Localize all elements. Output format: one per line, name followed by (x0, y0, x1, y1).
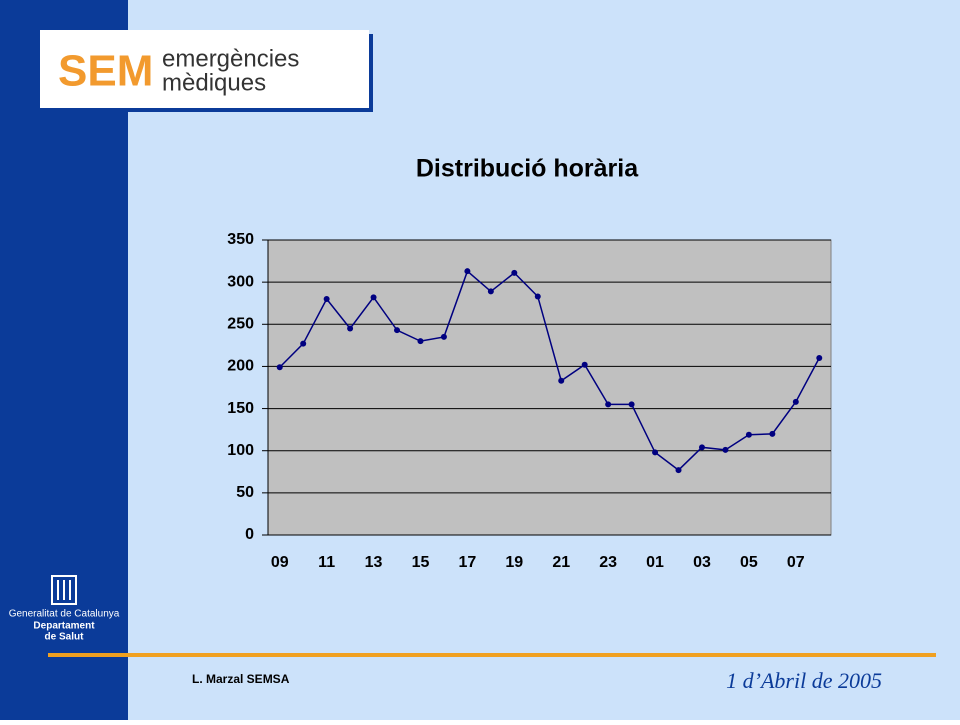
x-tick-label: 07 (787, 554, 805, 571)
y-tick-label: 150 (227, 400, 254, 417)
x-tick-label: 15 (412, 554, 430, 571)
y-tick-label: 250 (227, 316, 254, 333)
data-point (487, 288, 494, 295)
y-tick-label: 50 (236, 484, 254, 501)
data-point (722, 446, 729, 453)
y-tick-label: 300 (227, 273, 254, 290)
x-tick-label: 23 (599, 554, 617, 571)
emblem (51, 575, 77, 605)
data-point (323, 296, 330, 302)
x-tick-label: 17 (458, 554, 476, 571)
data-point (816, 355, 823, 361)
logo-text: mèdiques (162, 69, 266, 96)
y-tick-label: 350 (227, 231, 254, 248)
data-point (652, 449, 659, 456)
x-tick-label: 09 (271, 554, 289, 571)
data-point (628, 401, 635, 408)
data-point (745, 431, 752, 438)
x-tick-label: 19 (505, 554, 523, 571)
data-point (605, 401, 612, 408)
org-name: de Salut (45, 632, 85, 643)
data-point (464, 268, 471, 275)
data-point (511, 269, 518, 276)
logo-text: emergències (162, 45, 299, 72)
y-tick-label: 100 (227, 442, 254, 459)
data-point (417, 338, 424, 345)
data-point (581, 361, 588, 368)
date: 1 d’Abril de 2005 (726, 668, 882, 693)
y-tick-label: 0 (245, 526, 254, 543)
data-point (370, 294, 377, 301)
data-point (698, 444, 705, 451)
x-tick-label: 11 (318, 554, 335, 571)
x-tick-label: 21 (552, 554, 570, 571)
data-point (558, 377, 565, 384)
org-name: Departament (33, 621, 95, 632)
data-point (675, 467, 682, 474)
x-tick-label: 05 (740, 554, 758, 571)
data-point (792, 398, 799, 405)
data-point (300, 340, 307, 347)
data-point (347, 325, 354, 332)
data-point (769, 430, 776, 437)
data-point (394, 327, 401, 334)
data-point (276, 364, 283, 371)
x-tick-label: 03 (693, 554, 711, 571)
plot-area (267, 239, 832, 536)
logo-box (40, 30, 369, 108)
x-tick-label: 13 (365, 554, 383, 571)
data-point (534, 293, 541, 300)
chart-title: Distribució horària (416, 155, 639, 183)
org-name: Generalitat de Catalunya (9, 609, 120, 620)
series-line (279, 269, 820, 472)
logo-mark: SEM (58, 47, 153, 96)
y-tick-label: 200 (227, 358, 254, 375)
x-tick-label: 01 (646, 554, 664, 571)
data-point (440, 333, 447, 340)
author: L. Marzal SEMSA (192, 672, 290, 686)
